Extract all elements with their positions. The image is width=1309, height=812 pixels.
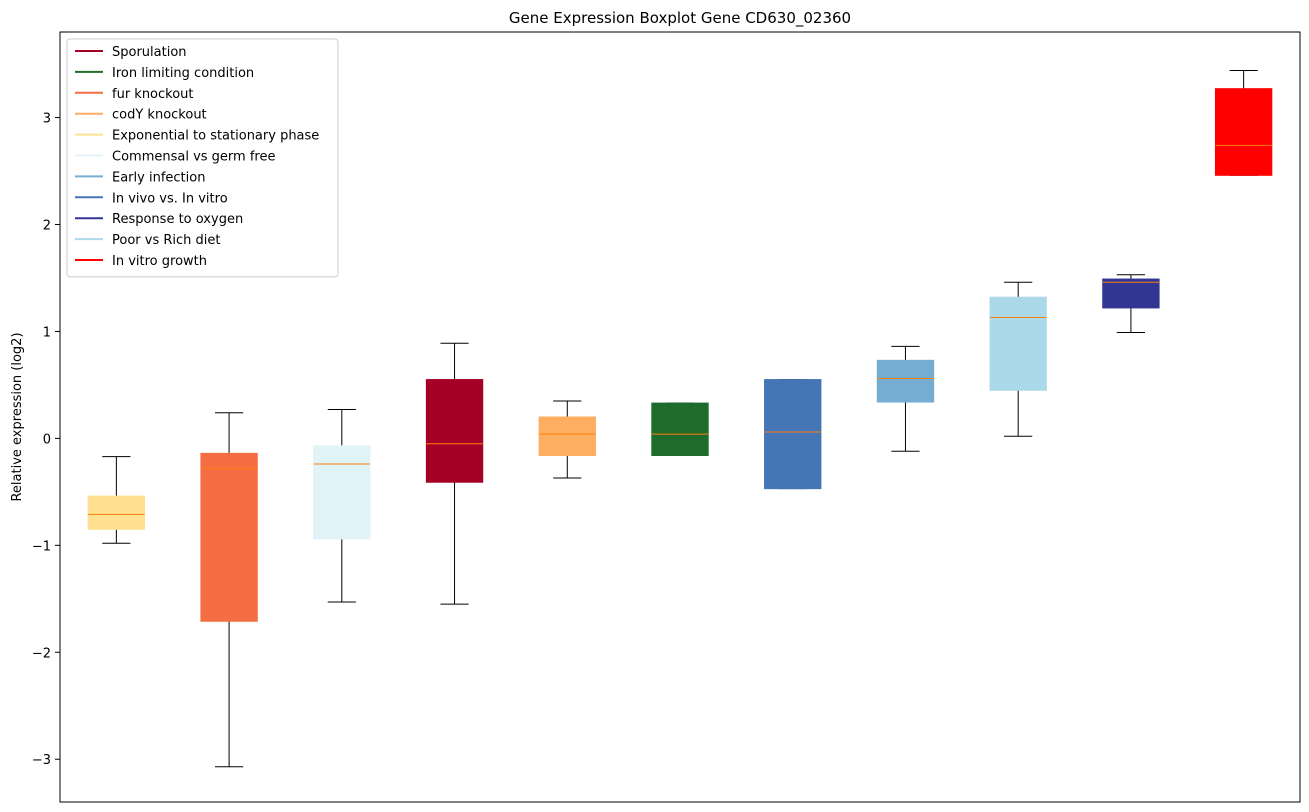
legend-label: codY knockout <box>112 108 207 123</box>
y-axis-label: Relative expression (log2) <box>10 332 25 501</box>
box-body <box>1214 88 1273 176</box>
boxes-layer <box>87 70 1273 768</box>
box-body <box>313 445 371 540</box>
legend-label: Exponential to stationary phase <box>112 129 319 144</box>
legend-item: Iron limiting condition <box>75 66 254 81</box>
legend-label: Early infection <box>112 170 205 185</box>
box-7 <box>764 379 822 490</box>
legend-item: Exponential to stationary phase <box>75 129 319 144</box>
box-3 <box>313 409 371 603</box>
legend-label: fur knockout <box>112 87 194 102</box>
legend-item: Commensal vs germ free <box>75 150 275 165</box>
box-body <box>538 416 596 456</box>
legend-label: Iron limiting condition <box>112 66 254 81</box>
chart-title: Gene Expression Boxplot Gene CD630_02360 <box>509 9 851 28</box>
legend-item: In vitro growth <box>75 254 207 269</box>
y-tick-label: 2 <box>43 219 51 234</box>
legend-label: Response to oxygen <box>112 212 243 227</box>
box-body <box>876 359 935 403</box>
y-tick-label: −2 <box>32 646 51 661</box>
y-tick-label: 0 <box>43 432 51 447</box>
box-body <box>989 296 1047 391</box>
legend-label: Sporulation <box>112 45 187 60</box>
legend-item: In vivo vs. In vitro <box>75 191 228 206</box>
box-4 <box>425 342 484 605</box>
box-6 <box>651 402 709 457</box>
box-9 <box>989 281 1047 437</box>
legend-label: Poor vs Rich diet <box>112 233 220 248</box>
legend-item: Response to oxygen <box>75 212 243 227</box>
box-5 <box>538 400 596 479</box>
legend-item: Poor vs Rich diet <box>75 233 220 248</box>
legend-item: Early infection <box>75 170 205 185</box>
legend: Sporulation Iron limiting condition fur kn… <box>66 38 339 278</box>
y-tick-label: 3 <box>43 112 51 127</box>
legend-label: Commensal vs germ free <box>112 150 275 165</box>
legend-item: fur knockout <box>75 87 194 102</box>
y-tick-label: 1 <box>43 325 51 340</box>
box-body <box>764 379 822 490</box>
box-2 <box>200 412 258 768</box>
box-body <box>425 379 484 483</box>
legend-item: codY knockout <box>75 108 207 123</box>
legend-item: Sporulation <box>75 45 187 60</box>
legend-frame <box>66 38 339 278</box>
y-tick-label: −3 <box>32 753 51 768</box>
box-body <box>87 495 146 530</box>
box-body <box>200 452 258 622</box>
box-body <box>651 402 709 457</box>
box-1 <box>87 456 146 544</box>
y-axis: −3 −2 −1 0 1 2 3 <box>32 112 60 768</box>
plot-frame <box>59 31 1301 803</box>
box-10 <box>1102 274 1160 334</box>
box-11 <box>1214 70 1273 176</box>
legend-label: In vivo vs. In vitro <box>112 191 228 206</box>
y-tick-label: −1 <box>32 539 51 554</box>
legend-label: In vitro growth <box>112 254 207 269</box>
box-body <box>1102 278 1160 309</box>
box-8 <box>876 345 935 452</box>
